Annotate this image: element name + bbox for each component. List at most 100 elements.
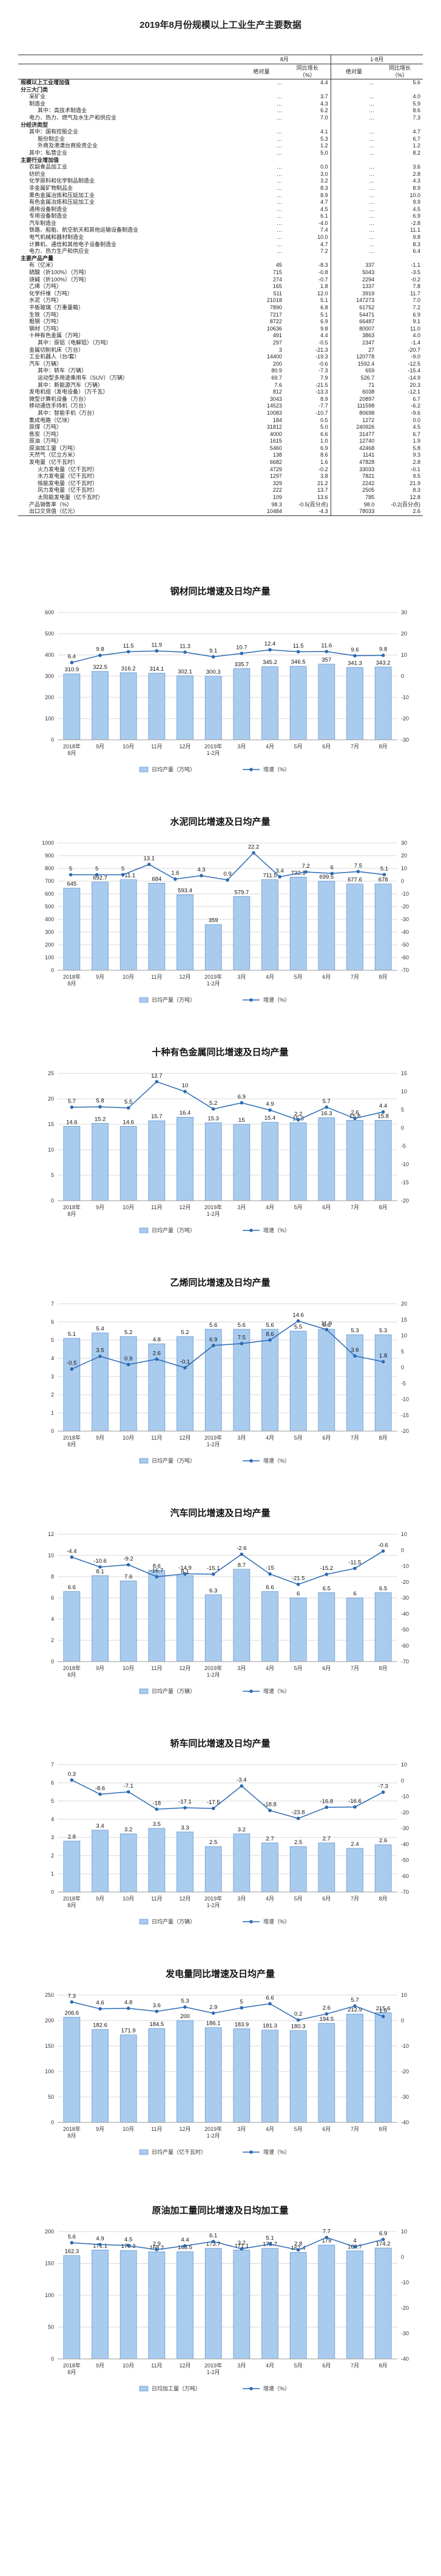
row-label: 天然气（亿立方米） bbox=[29, 452, 79, 458]
x-tick-label: 8月 bbox=[67, 1441, 76, 1447]
bar-value-label: 3.3 bbox=[181, 1825, 189, 1831]
line-point bbox=[268, 1108, 272, 1112]
row-value: … bbox=[276, 100, 282, 107]
row-value bbox=[377, 122, 423, 129]
x-tick-label: 9月 bbox=[96, 743, 104, 750]
line-point bbox=[211, 655, 215, 659]
y-left-tick: 500 bbox=[45, 904, 54, 910]
table-row: 有色金属冶炼和压延加工业… 4.7… 9.9 bbox=[18, 199, 423, 206]
x-tick-label: 12月 bbox=[179, 1896, 190, 1902]
table-row: 专用设备制造业… 6.1… 6.9 bbox=[18, 213, 423, 220]
bar bbox=[63, 2255, 81, 2360]
row-value: 0.0 bbox=[412, 417, 420, 423]
row-value: 4.0 bbox=[412, 93, 420, 100]
row-value: 98.3 bbox=[271, 501, 282, 508]
row-value: 8.9 bbox=[412, 184, 420, 191]
row-value: 5.9 bbox=[412, 100, 420, 107]
line-point bbox=[381, 1110, 385, 1114]
line-point bbox=[381, 1360, 385, 1364]
line-point bbox=[211, 2011, 215, 2015]
line-point bbox=[353, 1116, 357, 1121]
table-row: 采矿业… 3.7… 4.0 bbox=[18, 93, 423, 101]
row-value: -0.6 bbox=[318, 360, 328, 367]
row-value: 8.3 bbox=[412, 487, 420, 494]
row-value: -1.1 bbox=[411, 262, 420, 269]
x-tick-label: 2019年 bbox=[204, 2362, 222, 2369]
row-value: 4.7 bbox=[412, 129, 420, 135]
x-tick-label: 6月 bbox=[322, 1435, 331, 1441]
row-value: 3.8 bbox=[320, 473, 328, 480]
row-value: 511 bbox=[273, 290, 282, 297]
bar bbox=[261, 1842, 278, 1893]
bar bbox=[120, 2034, 137, 2123]
line-point bbox=[126, 2007, 130, 2010]
line-point bbox=[382, 873, 386, 877]
bar-value-label: 184.5 bbox=[149, 2021, 164, 2028]
bar-value-label: 692.7 bbox=[93, 875, 107, 882]
table-row: 电力、热力、燃气及水生产和供应业… 7.0… 7.3 bbox=[18, 114, 423, 122]
legend-bar-swatch bbox=[139, 766, 149, 773]
row-value: -0.7 bbox=[318, 276, 328, 283]
row-value: 21.2 bbox=[317, 480, 328, 486]
bar-value-label: 316.2 bbox=[121, 665, 136, 672]
x-tick-label: 7月 bbox=[351, 2126, 359, 2132]
bar bbox=[120, 1336, 137, 1432]
line-point bbox=[155, 2010, 159, 2013]
row-label: 化学纤维（万吨） bbox=[29, 290, 73, 297]
line-point bbox=[268, 1572, 272, 1576]
y-right-tick: -20 bbox=[401, 904, 409, 910]
table-row: 分经济类型 bbox=[18, 121, 423, 129]
line-point bbox=[98, 1793, 102, 1796]
table-row: 其中：国有控股企业… 4.1… 4.7 bbox=[18, 129, 423, 136]
row-value: 1.2 bbox=[320, 143, 328, 149]
row-value: 1297 bbox=[269, 473, 282, 480]
growth-line bbox=[72, 1081, 383, 1121]
row-value: 80698 bbox=[330, 409, 377, 417]
chart-title: 水泥同比增速及日均产量 bbox=[170, 816, 270, 827]
bar-value-label: 15 bbox=[238, 1117, 245, 1124]
line-value-label: 4.6 bbox=[96, 2000, 104, 2007]
bar-value-label: 2.5 bbox=[294, 1839, 302, 1846]
x-tick-label: 12月 bbox=[179, 743, 190, 750]
bar-value-label: 15.2 bbox=[95, 1116, 106, 1122]
row-label: 电力、热力生产和供应业 bbox=[29, 248, 90, 255]
line-value-label: 3.5 bbox=[96, 1347, 104, 1354]
row-value bbox=[238, 157, 284, 164]
table-row: 其中：原铝（电解铝）（万吨） 297 -0.5 2347 -1.4 bbox=[18, 339, 423, 347]
chart-crude-svg: 原油加工量同比增速及日均加工量 0 50 100 150 200 -40 -30 -20 -10 0… bbox=[45, 2205, 409, 2392]
line-point bbox=[98, 1105, 102, 1109]
chart-title: 十种有色金属同比增速及日均产量 bbox=[152, 1047, 288, 1058]
row-label: 其中：智能手机（万台） bbox=[38, 409, 98, 416]
line-point bbox=[325, 1572, 329, 1576]
x-tick-label: 2018年 bbox=[63, 1665, 81, 1671]
legend-line-label: 增速（%） bbox=[263, 1457, 290, 1464]
x-tick-label: 12月 bbox=[179, 1665, 190, 1671]
bar bbox=[318, 1329, 335, 1432]
row-value: 785 bbox=[330, 494, 377, 501]
bar bbox=[318, 1842, 335, 1893]
line-point bbox=[211, 1572, 215, 1576]
chart-car: 轿车同比增速及日均产量 0 1 2 3 4 5 6 7 -70 -60 -50 -40 -30 -20 -10… bbox=[0, 1728, 441, 1959]
row-value: … bbox=[276, 79, 282, 86]
line-value-label: -2.6 bbox=[237, 1545, 246, 1552]
table-row: 外商及港澳台商投资企业… 1.2… 1.2 bbox=[18, 143, 423, 150]
table-row: 原煤（万吨） 31812 5.0 240926 4.5 bbox=[18, 424, 423, 431]
y-right-tick: 20 bbox=[401, 853, 407, 859]
row-value: … bbox=[330, 241, 377, 249]
bar bbox=[289, 1597, 307, 1662]
x-tick-label: 4月 bbox=[266, 1896, 274, 1902]
y-left-tick: 7 bbox=[51, 1301, 54, 1307]
y-left-tick: 5 bbox=[51, 1798, 54, 1804]
bar-value-label: 183.9 bbox=[234, 2022, 249, 2028]
bar bbox=[346, 1848, 363, 1893]
row-value: 6.9 bbox=[320, 318, 328, 325]
row-value: 66487 bbox=[330, 318, 377, 326]
row-value: 659 bbox=[330, 367, 377, 375]
x-tick-label: 10月 bbox=[123, 1665, 134, 1671]
y-right-tick: -20 bbox=[401, 716, 409, 722]
y-right-tick: -10 bbox=[401, 1161, 409, 1167]
bar-value-label: 345.2 bbox=[263, 659, 277, 666]
line-value-label: 9.1 bbox=[209, 648, 217, 654]
line-point bbox=[325, 1805, 329, 1810]
bar-value-label: 14.6 bbox=[66, 1119, 78, 1125]
